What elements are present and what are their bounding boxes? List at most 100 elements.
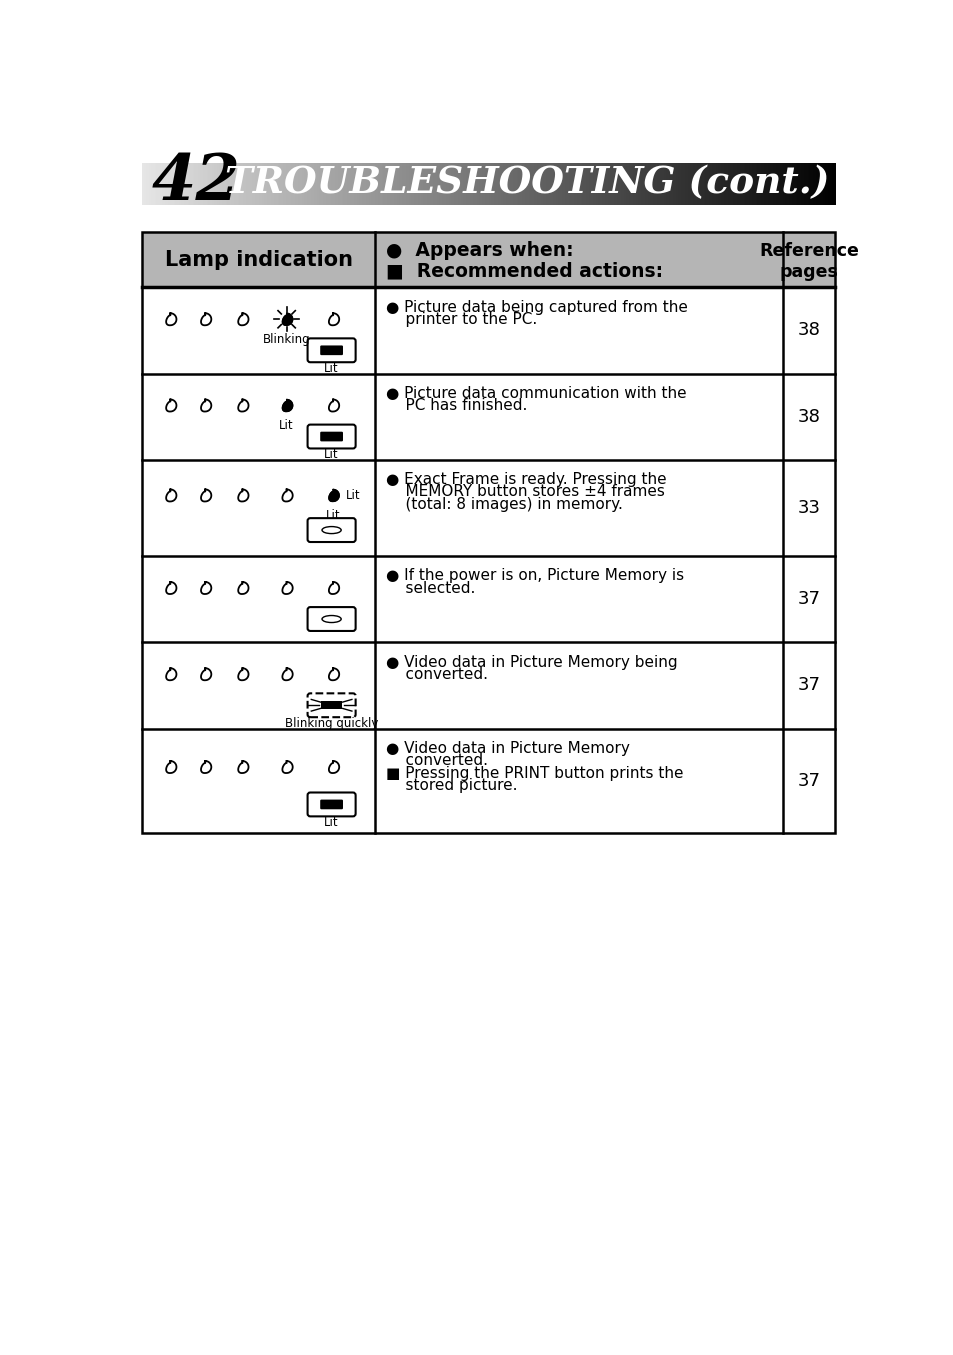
Bar: [189, 160, 192, 205]
Bar: [262, 160, 264, 205]
Bar: [639, 160, 641, 205]
Bar: [492, 160, 494, 205]
Bar: [592, 160, 595, 205]
Bar: [326, 160, 328, 205]
Bar: [373, 160, 375, 205]
Bar: [172, 160, 173, 205]
Bar: [426, 160, 428, 205]
Text: Lamp indication: Lamp indication: [165, 249, 353, 270]
Bar: [700, 160, 701, 205]
Bar: [421, 160, 423, 205]
Bar: [667, 160, 669, 205]
Bar: [638, 160, 639, 205]
Bar: [630, 160, 633, 205]
Bar: [610, 160, 612, 205]
Bar: [224, 160, 226, 205]
Bar: [517, 160, 520, 205]
Bar: [570, 160, 572, 205]
Bar: [473, 160, 475, 205]
Bar: [156, 160, 158, 205]
Bar: [343, 160, 345, 205]
Text: 37: 37: [797, 591, 820, 608]
Bar: [714, 160, 716, 205]
Bar: [423, 160, 425, 205]
Bar: [203, 160, 205, 205]
Bar: [525, 160, 527, 205]
Bar: [440, 160, 442, 205]
Bar: [696, 160, 699, 205]
Bar: [685, 160, 688, 205]
Bar: [377, 160, 380, 205]
Bar: [447, 160, 449, 205]
Bar: [436, 160, 438, 205]
Bar: [599, 160, 601, 205]
Bar: [498, 160, 501, 205]
Bar: [587, 160, 589, 205]
Bar: [519, 160, 521, 205]
Bar: [456, 160, 457, 205]
Bar: [727, 160, 729, 205]
Bar: [205, 160, 207, 205]
Bar: [350, 160, 352, 205]
Bar: [253, 160, 255, 205]
Bar: [538, 160, 540, 205]
Bar: [526, 160, 529, 205]
Bar: [534, 160, 536, 205]
Bar: [208, 160, 211, 205]
Bar: [502, 160, 504, 205]
Bar: [213, 160, 215, 205]
Bar: [246, 160, 249, 205]
Bar: [582, 160, 584, 205]
Text: ● Picture data communication with the: ● Picture data communication with the: [385, 386, 686, 401]
Bar: [178, 160, 181, 205]
Bar: [741, 160, 743, 205]
Polygon shape: [282, 313, 293, 325]
Bar: [197, 160, 200, 205]
Bar: [279, 160, 281, 205]
Bar: [530, 160, 532, 205]
Bar: [193, 160, 194, 205]
Bar: [254, 160, 257, 205]
Bar: [142, 232, 375, 287]
Bar: [819, 160, 821, 205]
Bar: [433, 160, 436, 205]
Bar: [163, 160, 165, 205]
Bar: [392, 160, 394, 205]
Bar: [674, 160, 676, 205]
Bar: [760, 160, 762, 205]
Bar: [476, 160, 478, 205]
Bar: [180, 160, 183, 205]
Bar: [449, 160, 451, 205]
Bar: [282, 160, 285, 205]
Bar: [317, 160, 319, 205]
Bar: [405, 160, 408, 205]
Bar: [479, 160, 482, 205]
Bar: [500, 160, 502, 205]
Bar: [672, 160, 674, 205]
Bar: [303, 160, 305, 205]
Bar: [485, 160, 487, 205]
Text: Lit: Lit: [346, 489, 360, 501]
Bar: [186, 160, 188, 205]
Bar: [379, 160, 381, 205]
Bar: [808, 160, 811, 205]
Bar: [712, 160, 714, 205]
Bar: [394, 160, 395, 205]
FancyBboxPatch shape: [320, 432, 343, 442]
Bar: [273, 160, 274, 205]
Bar: [345, 160, 347, 205]
Bar: [194, 160, 196, 205]
Text: converted.: converted.: [385, 753, 487, 768]
Bar: [827, 160, 830, 205]
Bar: [243, 160, 245, 205]
Text: Blinking: Blinking: [263, 333, 310, 346]
Bar: [188, 160, 190, 205]
Bar: [653, 160, 655, 205]
Bar: [199, 160, 202, 205]
FancyBboxPatch shape: [320, 799, 343, 809]
Bar: [169, 160, 171, 205]
Bar: [428, 160, 430, 205]
Bar: [604, 160, 606, 205]
Bar: [663, 160, 665, 205]
Bar: [591, 160, 593, 205]
